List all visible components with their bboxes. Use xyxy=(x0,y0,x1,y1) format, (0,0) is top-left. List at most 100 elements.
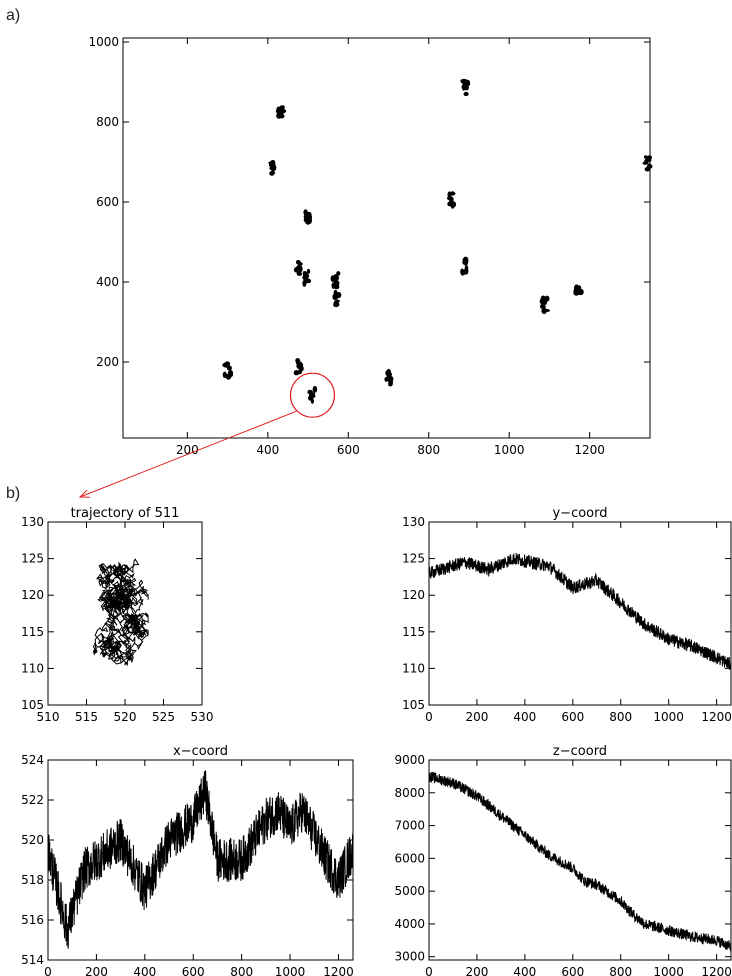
scatter-point xyxy=(448,202,454,207)
scatter-point xyxy=(386,368,392,376)
scatter-xtick-label: 600 xyxy=(337,443,360,457)
scatter-frame xyxy=(122,37,651,439)
y-coord-chart: 0 200 400 600 800 1000 1200 105 110 115 120 125 130 y… xyxy=(402,506,732,724)
xcoord-xtick-label: 600 xyxy=(182,965,205,976)
scatter-point xyxy=(540,295,546,302)
scatter-point xyxy=(295,360,300,365)
ycoord-ytick-label: 120 xyxy=(402,588,425,602)
z-coord-chart: 0 200 400 600 800 1000 1200 3000 4000 5000 6000 700… xyxy=(394,744,731,976)
ycoord-ytick-label: 130 xyxy=(402,515,425,529)
scatter-xtick-label: 200 xyxy=(176,443,199,457)
trajectory-ytick-label: 130 xyxy=(21,515,44,529)
scatter-ytick-label: 400 xyxy=(96,275,119,289)
trajectory-frame xyxy=(47,521,203,706)
ycoord-xtick-label: 200 xyxy=(465,710,488,724)
xcoord-xtick-label: 0 xyxy=(44,965,52,976)
scatter-point xyxy=(306,278,310,283)
trajectory-ytick-label: 110 xyxy=(21,661,44,675)
trajectory-chart: 510 515 520 525 530 105 110 115 120 125 130 traject… xyxy=(21,506,213,724)
ycoord-xtick-label: 600 xyxy=(561,710,584,724)
trajectory-xtick-label: 515 xyxy=(75,710,98,724)
scatter-point xyxy=(462,256,469,264)
scatter-point xyxy=(461,78,468,84)
trajectory-path xyxy=(92,558,149,666)
scatter-point xyxy=(540,303,545,309)
scatter-point xyxy=(464,262,468,266)
scatter-xtick-label: 400 xyxy=(256,443,279,457)
scatter-point xyxy=(276,112,282,119)
ycoord-ytick-label: 115 xyxy=(402,625,425,639)
scatter-point xyxy=(295,260,301,265)
zcoord-frame xyxy=(428,759,732,961)
scatter-point xyxy=(269,172,274,176)
scatter-point xyxy=(644,167,651,172)
ycoord-ytick-label: 105 xyxy=(402,698,425,712)
scatter-point xyxy=(544,295,550,302)
trajectory-xtick-label: 530 xyxy=(191,710,214,724)
scatter-point xyxy=(276,106,281,112)
scatter-point xyxy=(574,292,580,296)
scatter-point xyxy=(298,364,303,368)
xcoord-xtick-label: 1200 xyxy=(323,965,354,976)
scatter-point xyxy=(226,365,231,369)
scatter-point xyxy=(306,217,312,225)
ycoord-xtick-label: 1000 xyxy=(653,710,684,724)
zcoord-title: z−coord xyxy=(553,744,607,759)
ycoord-series-line xyxy=(428,552,732,670)
scatter-point xyxy=(225,373,232,380)
scatter-chart: 200 400 600 800 1000 1200 200 400 600 800 1000 xyxy=(88,35,653,457)
scatter-point xyxy=(280,109,287,114)
trajectory-title: trajectory of 511 xyxy=(71,506,180,521)
zcoord-ytick-label: 7000 xyxy=(394,819,425,833)
scatter-point xyxy=(544,309,550,312)
scatter-point xyxy=(269,166,275,171)
zcoord-series-line xyxy=(428,772,732,953)
ycoord-title: y−coord xyxy=(552,506,607,521)
scatter-point xyxy=(384,377,389,382)
scatter-xtick-label: 1200 xyxy=(574,443,605,457)
scatter-point xyxy=(450,191,455,196)
xcoord-series-line xyxy=(47,770,354,949)
ycoord-ytick-label: 110 xyxy=(402,661,425,675)
zoom-callout xyxy=(78,410,297,498)
scatter-point xyxy=(447,191,452,199)
trajectory-ytick-label: 125 xyxy=(21,552,44,566)
xcoord-xtick-label: 1000 xyxy=(275,965,306,976)
scatter-point xyxy=(296,271,302,276)
scatter-point xyxy=(336,280,340,287)
callout-arrow-line xyxy=(79,410,297,498)
scatter-point xyxy=(573,288,579,293)
scatter-point xyxy=(312,385,318,393)
xcoord-xtick-label: 200 xyxy=(85,965,108,976)
zcoord-ytick-label: 5000 xyxy=(394,884,425,898)
scatter-point xyxy=(333,289,338,296)
ycoord-ytick-label: 125 xyxy=(402,552,425,566)
zcoord-ytick-label: 8000 xyxy=(394,786,425,800)
scatter-ytick-label: 800 xyxy=(96,115,119,129)
x-coord-chart: 0 200 400 600 800 1000 1200 514 516 518 520 522 524 x… xyxy=(21,744,354,976)
scatter-point xyxy=(222,371,227,378)
zcoord-xtick-label: 800 xyxy=(609,965,632,976)
scatter-point xyxy=(306,212,309,218)
scatter-point xyxy=(337,293,341,298)
zcoord-xtick-label: 600 xyxy=(561,965,584,976)
xcoord-ytick-label: 516 xyxy=(21,913,44,927)
xcoord-ytick-label: 524 xyxy=(21,753,44,767)
xcoord-ytick-label: 514 xyxy=(21,953,44,967)
scatter-point xyxy=(310,392,314,396)
zcoord-xtick-label: 1000 xyxy=(653,965,684,976)
scatter-point xyxy=(304,273,310,279)
ycoord-xtick-label: 800 xyxy=(609,710,632,724)
zcoord-xtick-label: 1200 xyxy=(701,965,732,976)
panel-a-label: a) xyxy=(6,7,20,24)
zcoord-ytick-label: 3000 xyxy=(394,950,425,964)
highlight-circle xyxy=(289,372,336,418)
scatter-point xyxy=(387,376,394,383)
trajectory-xtick-label: 510 xyxy=(37,710,60,724)
zcoord-ytick-label: 6000 xyxy=(394,851,425,865)
ycoord-xtick-label: 1200 xyxy=(701,710,732,724)
zcoord-ytick-label: 9000 xyxy=(394,753,425,767)
scatter-point xyxy=(335,299,340,303)
callout-arrow-head xyxy=(78,489,91,498)
